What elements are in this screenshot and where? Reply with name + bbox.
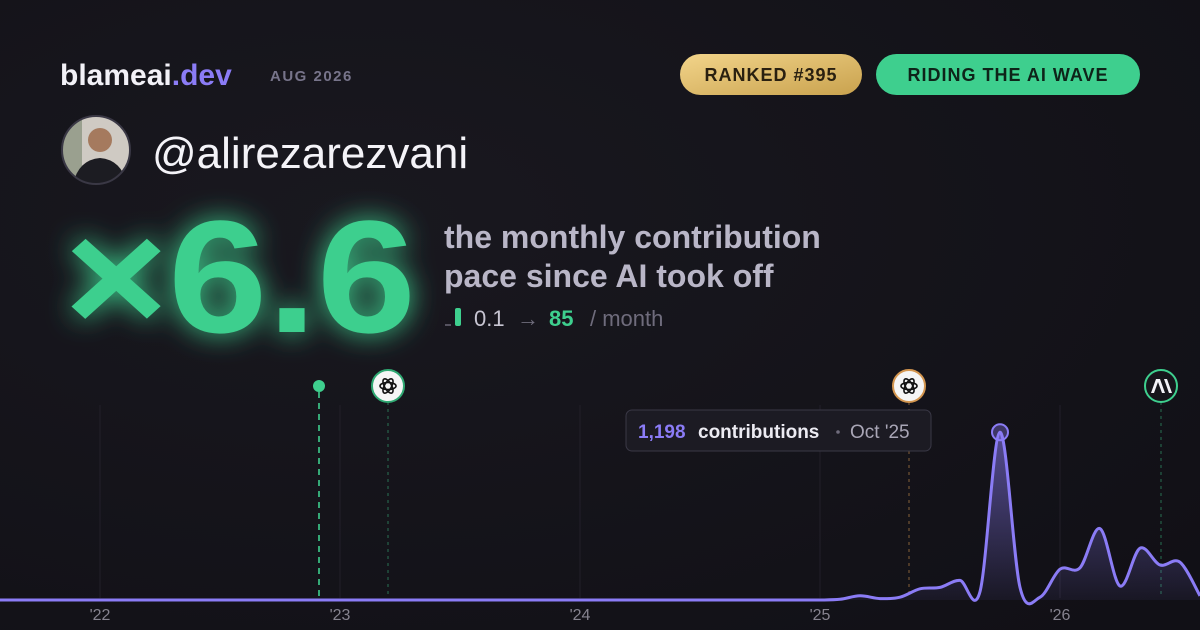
badge-rank [680, 54, 862, 95]
x-tick-label: '23 [330, 607, 351, 624]
pace-after: 85 [549, 306, 573, 331]
brand-name: blameai [60, 59, 172, 92]
pace-icon [445, 324, 451, 326]
tooltip-separator [836, 430, 840, 434]
caption-line: pace since AI took off [444, 258, 774, 294]
peak-marker [991, 423, 1009, 442]
event-icon [371, 369, 405, 403]
tooltip-value: 1,198 [638, 422, 686, 443]
pace-icon [455, 308, 461, 326]
handle: @alirezarezvani [152, 129, 468, 178]
event-markers [313, 369, 1178, 598]
x-tick-label: '24 [570, 607, 591, 624]
tooltip-text: contributions [698, 422, 819, 443]
area-line [0, 430, 1200, 606]
badge-wave-text: RIDING THE AI WAVE [907, 65, 1108, 85]
anthropic-glyph [1151, 379, 1172, 393]
x-tick-label: '26 [1050, 607, 1071, 624]
pace-before: 0.1 [474, 306, 505, 331]
badge-rank-text: RANKED #395 [704, 65, 837, 85]
badge-wave [876, 54, 1140, 95]
tooltip-box [625, 409, 932, 452]
multiplier: ×6.6 [64, 187, 416, 366]
x-tick-label: '25 [810, 607, 831, 624]
period: AUG 2026 [270, 68, 353, 85]
pace-arrow: → [517, 306, 539, 331]
tooltip: 1,198 contributions Oct '25 [625, 409, 932, 452]
pace-unit: / month [590, 306, 663, 331]
brand: blameai.dev [60, 59, 232, 92]
brand-tld: .dev [172, 59, 232, 92]
area-fill [0, 432, 1200, 604]
x-tick-label: '22 [90, 607, 111, 624]
event-dot [313, 380, 325, 392]
caption-line: the monthly contribution [444, 219, 821, 255]
tooltip-date: Oct '25 [850, 422, 910, 443]
event-icon [892, 369, 926, 403]
openai-glyph [900, 378, 918, 394]
openai-glyph [379, 378, 397, 394]
avatar-ring [61, 115, 131, 185]
chart: '22 '23 '24 '25 '26 [0, 405, 1200, 624]
